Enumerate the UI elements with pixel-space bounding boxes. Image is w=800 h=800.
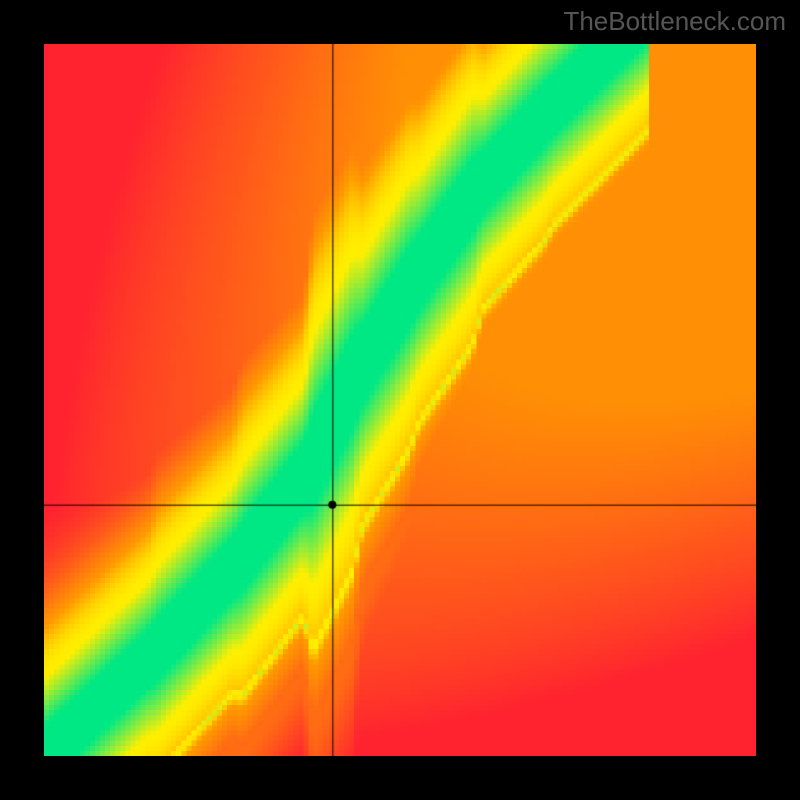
chart-stage: TheBottleneck.com xyxy=(0,0,800,800)
crosshair-overlay xyxy=(44,44,756,756)
source-watermark: TheBottleneck.com xyxy=(563,6,786,37)
